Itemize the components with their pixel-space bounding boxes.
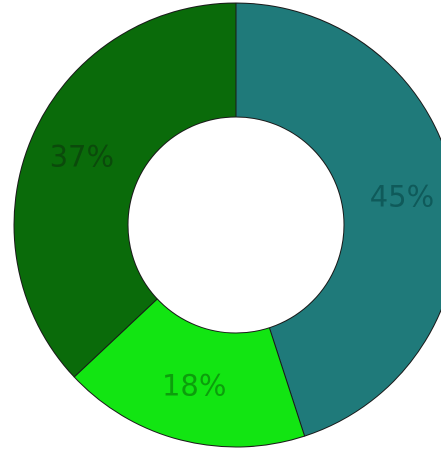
slice-label-1: 18% xyxy=(162,369,226,403)
slice-label-2: 37% xyxy=(50,139,114,173)
donut-hole xyxy=(127,116,345,334)
labels-layer: 45% 18% 37% xyxy=(50,139,435,402)
slice-label-0: 45% xyxy=(370,180,434,214)
donut-slice-2 xyxy=(13,2,237,378)
